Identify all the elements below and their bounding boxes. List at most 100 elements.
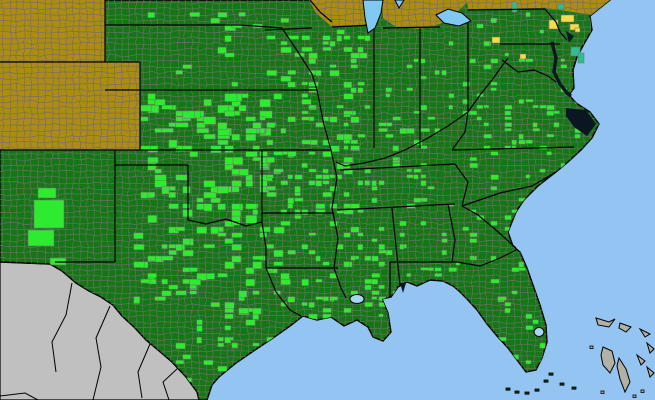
present-county xyxy=(364,278,373,284)
present-county xyxy=(504,215,512,220)
present-county xyxy=(238,104,247,112)
present-county xyxy=(224,307,234,313)
present-county xyxy=(301,99,312,105)
present-county xyxy=(427,267,434,271)
present-county xyxy=(308,151,316,155)
state-border xyxy=(239,24,283,29)
present-county xyxy=(182,249,194,257)
present-county xyxy=(224,52,235,58)
present-county xyxy=(420,58,426,64)
present-county xyxy=(252,157,262,162)
rare-county-yellow xyxy=(519,53,527,60)
present-county xyxy=(210,17,220,24)
state-border xyxy=(336,203,456,211)
present-county xyxy=(133,244,145,250)
present-county xyxy=(217,273,228,278)
present-county xyxy=(371,273,380,278)
county-grid-line xyxy=(162,0,166,397)
state-border xyxy=(451,146,575,151)
present-county xyxy=(336,104,344,109)
present-county xyxy=(378,180,385,186)
present-county xyxy=(322,296,329,302)
present-county xyxy=(259,110,273,119)
present-county xyxy=(350,87,357,94)
present-county xyxy=(329,116,338,123)
present-county xyxy=(252,313,259,320)
present-county xyxy=(476,23,484,29)
present-county xyxy=(518,261,524,268)
dark-estuary xyxy=(566,108,596,136)
present-county xyxy=(343,35,351,40)
rare-county-yellow xyxy=(574,27,581,33)
present-county xyxy=(406,174,414,179)
present-county xyxy=(147,12,155,18)
present-county xyxy=(364,35,371,42)
mexico-state-border xyxy=(92,305,111,400)
island-dot xyxy=(589,345,594,349)
present-county xyxy=(196,336,202,344)
present-county xyxy=(203,116,216,125)
present-county xyxy=(161,290,172,297)
present-county xyxy=(217,104,229,114)
present-county xyxy=(574,133,581,139)
present-county xyxy=(245,267,255,275)
present-county xyxy=(301,35,311,41)
present-county xyxy=(371,290,380,296)
present-county xyxy=(441,238,448,243)
florida-keys-dot xyxy=(548,372,554,376)
present-county xyxy=(532,104,539,109)
present-county xyxy=(322,41,329,45)
present-county xyxy=(371,186,378,191)
present-county xyxy=(378,226,385,232)
present-county xyxy=(245,203,257,210)
florida-keys-dot xyxy=(543,379,549,383)
present-county xyxy=(518,267,526,271)
present-county xyxy=(497,296,507,301)
present-county xyxy=(560,64,568,69)
present-county xyxy=(133,261,145,268)
present-county xyxy=(147,162,157,171)
present-county xyxy=(469,110,478,116)
state-border xyxy=(264,27,313,31)
inland-lake xyxy=(349,294,365,304)
present-county xyxy=(224,325,232,331)
county-grid-line xyxy=(218,0,222,397)
county-grid-line xyxy=(0,99,610,104)
present-county xyxy=(322,46,332,51)
present-county xyxy=(175,70,183,75)
present-county xyxy=(301,93,309,98)
present-county xyxy=(378,261,386,267)
present-county xyxy=(343,46,353,53)
rare-county-yellow xyxy=(560,14,575,23)
present-county xyxy=(140,278,151,284)
present-county xyxy=(329,64,337,68)
present-county xyxy=(490,174,499,180)
present-county xyxy=(245,180,254,187)
present-county xyxy=(224,313,234,320)
present-county xyxy=(490,58,499,64)
present-county xyxy=(378,313,384,318)
present-county xyxy=(546,110,554,116)
florida-keys-dot xyxy=(571,386,577,390)
present-county xyxy=(322,261,330,266)
present-county xyxy=(133,232,144,239)
present-county xyxy=(301,81,309,86)
present-county xyxy=(406,273,412,278)
dark-estuary xyxy=(566,31,574,43)
present-county xyxy=(280,46,292,54)
present-county xyxy=(504,145,511,150)
present-county xyxy=(518,99,525,104)
present-county xyxy=(252,342,260,347)
present-county xyxy=(238,12,246,17)
present-county xyxy=(287,70,297,75)
present-county xyxy=(189,12,201,17)
florida-keys-dot xyxy=(534,388,540,392)
present-county xyxy=(343,209,354,215)
state-border xyxy=(261,221,267,268)
present-county xyxy=(490,278,500,284)
present-county xyxy=(378,122,387,127)
present-county xyxy=(357,133,366,138)
present-county xyxy=(371,197,378,204)
present-county xyxy=(245,278,255,287)
special-county-teal xyxy=(557,3,565,10)
